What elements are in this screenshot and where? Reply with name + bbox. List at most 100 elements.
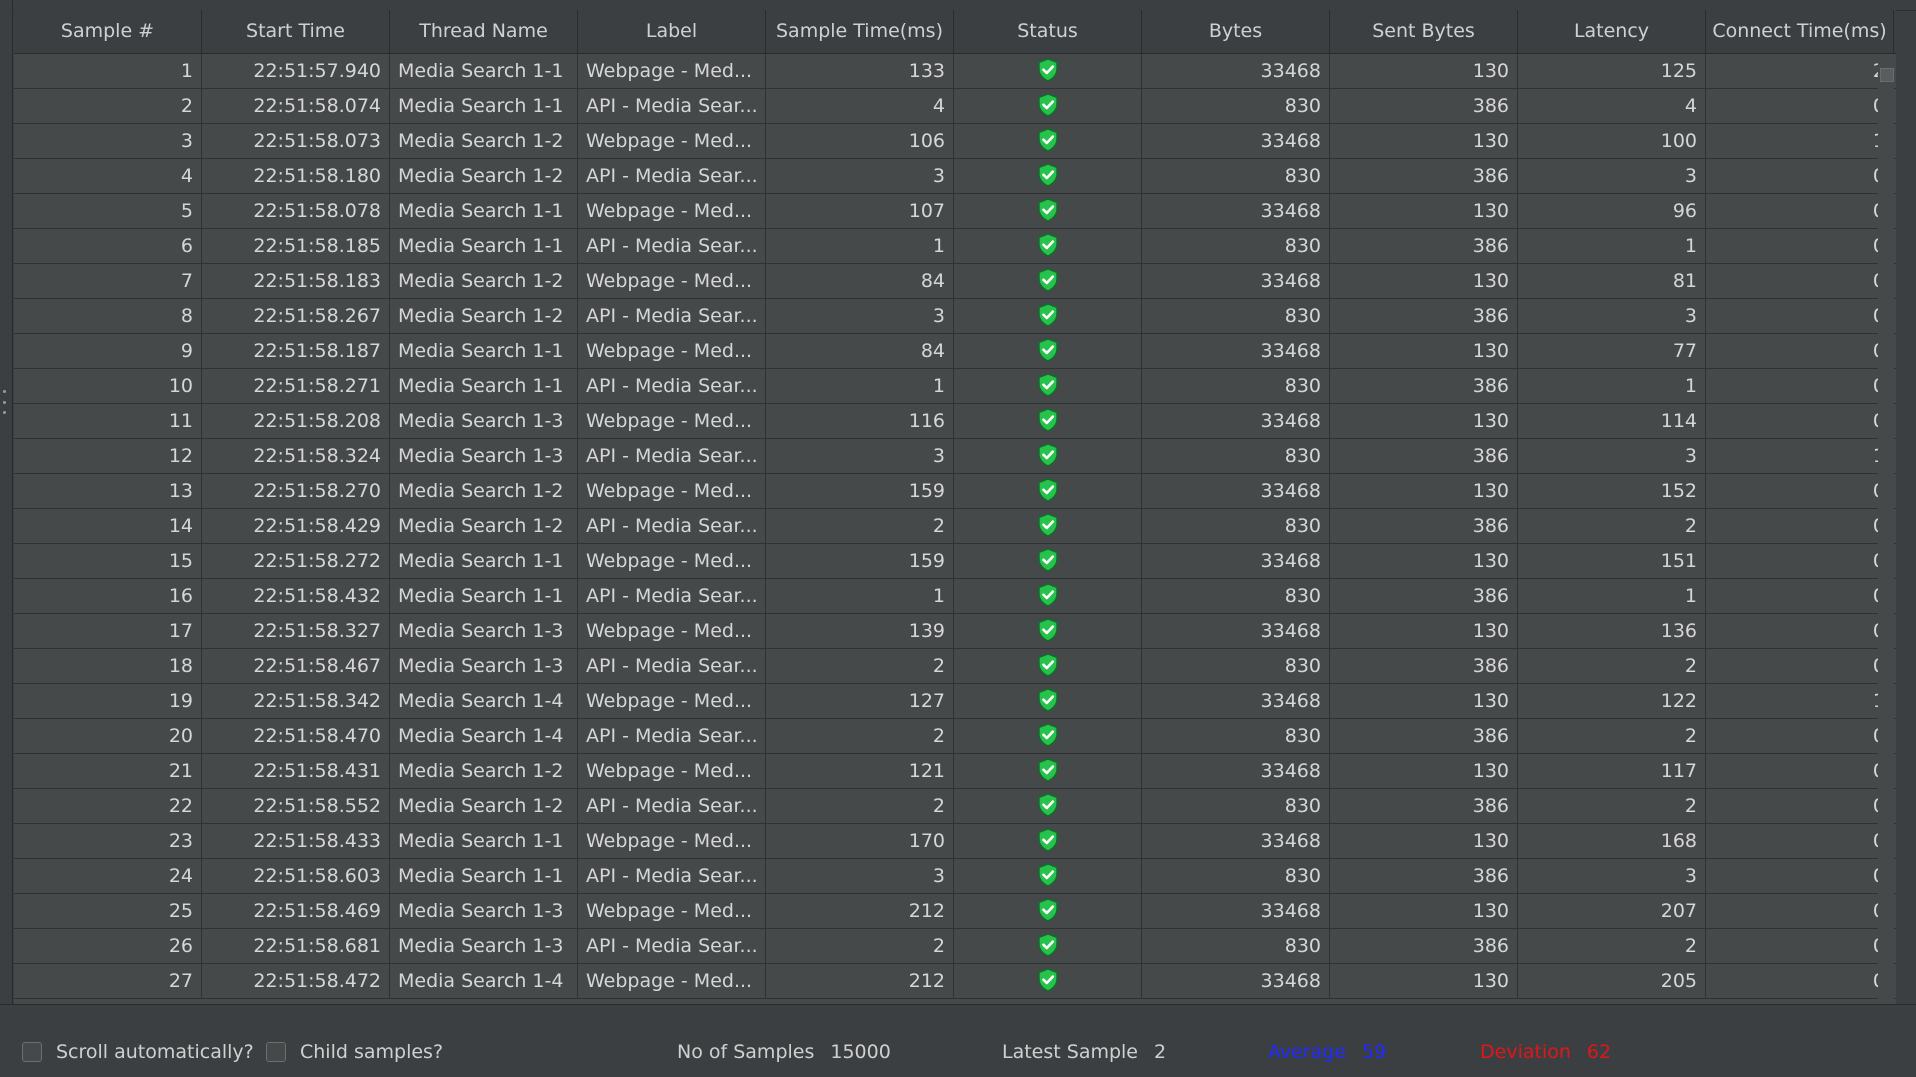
cell-sent: 130 [1330,824,1518,859]
table-row[interactable]: 25 22:51:58.469 Media Search 1-3 Webpage - … [14,894,1896,929]
cell-start: 22:51:58.470 [202,719,390,754]
cell-start: 22:51:57.940 [202,54,390,89]
cell-start: 22:51:58.433 [202,824,390,859]
cell-start: 22:51:58.681 [202,929,390,964]
column-header-thread[interactable]: Thread Name [390,10,578,53]
table-row[interactable]: 18 22:51:58.467 Media Search 1-3 API - Medi… [14,649,1896,684]
splitter-grip-icon[interactable] [1,390,7,414]
cell-thread: Media Search 1-3 [390,439,578,474]
cell-sampleTime: 2 [766,509,954,544]
table-row[interactable]: 3 22:51:58.073 Media Search 1-2 Webpage - M… [14,124,1896,159]
column-header-bytes[interactable]: Bytes [1142,10,1330,53]
table-row[interactable]: 27 22:51:58.472 Media Search 1-4 Webpage - … [14,964,1896,999]
left-splitter[interactable] [0,0,13,1076]
green-shield-check-icon [1037,407,1058,432]
table-row[interactable]: 13 22:51:58.270 Media Search 1-2 Webpage - … [14,474,1896,509]
table-row[interactable]: 5 22:51:58.078 Media Search 1-1 Webpage - M… [14,194,1896,229]
cell-label: API - Media Sear... [578,789,766,824]
cell-sample: 20 [14,719,202,754]
cell-sampleTime: 1 [766,369,954,404]
column-header-start[interactable]: Start Time [202,10,390,53]
child-samples-checkbox[interactable] [266,1042,286,1062]
table-row[interactable]: 11 22:51:58.208 Media Search 1-3 Webpage - … [14,404,1896,439]
table-row[interactable]: 10 22:51:58.271 Media Search 1-1 API - Medi… [14,369,1896,404]
green-shield-check-icon [1037,897,1058,922]
cell-thread: Media Search 1-2 [390,299,578,334]
table-row[interactable]: 12 22:51:58.324 Media Search 1-3 API - Medi… [14,439,1896,474]
cell-status [954,194,1142,229]
cell-connect: 0 [1706,299,1894,334]
scroll-automatically-option[interactable]: Scroll automatically? [22,1039,254,1065]
cell-start: 22:51:58.431 [202,754,390,789]
cell-sent: 386 [1330,719,1518,754]
cell-bytes: 830 [1142,579,1330,614]
cell-thread: Media Search 1-1 [390,824,578,859]
table-row[interactable]: 22 22:51:58.552 Media Search 1-2 API - Medi… [14,789,1896,824]
scroll-automatically-checkbox[interactable] [22,1042,42,1062]
cell-bytes: 33468 [1142,194,1330,229]
column-header-latency[interactable]: Latency [1518,10,1706,53]
cell-sent: 130 [1330,754,1518,789]
table-row[interactable]: 21 22:51:58.431 Media Search 1-2 Webpage - … [14,754,1896,789]
cell-label: API - Media Sear... [578,509,766,544]
cell-label: Webpage - Med... [578,824,766,859]
table-row[interactable]: 9 22:51:58.187 Media Search 1-1 Webpage - M… [14,334,1896,369]
column-header-sample[interactable]: Sample # [14,10,202,53]
table-row[interactable]: 1 22:51:57.940 Media Search 1-1 Webpage - M… [14,54,1896,89]
cell-sample: 10 [14,369,202,404]
column-header-status[interactable]: Status [954,10,1142,53]
cell-sample: 11 [14,404,202,439]
table-row[interactable]: 16 22:51:58.432 Media Search 1-1 API - Medi… [14,579,1896,614]
cell-sampleTime: 2 [766,719,954,754]
table-row[interactable]: 17 22:51:58.327 Media Search 1-3 Webpage - … [14,614,1896,649]
table-row[interactable]: 14 22:51:58.429 Media Search 1-2 API - Medi… [14,509,1896,544]
table-row[interactable]: 7 22:51:58.183 Media Search 1-2 Webpage - M… [14,264,1896,299]
table-row[interactable]: 8 22:51:58.267 Media Search 1-2 API - Media… [14,299,1896,334]
cell-latency: 1 [1518,229,1706,264]
cell-bytes: 33468 [1142,894,1330,929]
column-header-sent[interactable]: Sent Bytes [1330,10,1518,53]
green-shield-check-icon [1037,197,1058,222]
table-row[interactable]: 23 22:51:58.433 Media Search 1-1 Webpage - … [14,824,1896,859]
cell-sample: 19 [14,684,202,719]
green-shield-check-icon [1037,722,1058,747]
child-samples-option[interactable]: Child samples? [266,1039,443,1065]
column-header-connect[interactable]: Connect Time(ms) [1706,10,1894,53]
table-row[interactable]: 26 22:51:58.681 Media Search 1-3 API - Medi… [14,929,1896,964]
cell-status [954,894,1142,929]
table-row[interactable]: 6 22:51:58.185 Media Search 1-1 API - Media… [14,229,1896,264]
cell-label: Webpage - Med... [578,474,766,509]
scroll-thumb[interactable] [1880,68,1894,82]
cell-thread: Media Search 1-3 [390,894,578,929]
cell-bytes: 830 [1142,369,1330,404]
green-shield-check-icon [1037,617,1058,642]
cell-label: Webpage - Med... [578,334,766,369]
cell-connect: 0 [1706,229,1894,264]
table-row[interactable]: 4 22:51:58.180 Media Search 1-2 API - Media… [14,159,1896,194]
cell-bytes: 830 [1142,439,1330,474]
table-row[interactable]: 2 22:51:58.074 Media Search 1-1 API - Media… [14,89,1896,124]
average-label: Average [1268,1041,1347,1063]
cell-sampleTime: 159 [766,474,954,509]
cell-status [954,439,1142,474]
cell-bytes: 33468 [1142,754,1330,789]
column-header-label[interactable]: Label [578,10,766,53]
cell-latency: 2 [1518,789,1706,824]
cell-latency: 81 [1518,264,1706,299]
cell-latency: 122 [1518,684,1706,719]
table-row[interactable]: 24 22:51:58.603 Media Search 1-1 API - Medi… [14,859,1896,894]
cell-bytes: 33468 [1142,124,1330,159]
cell-start: 22:51:58.187 [202,334,390,369]
cell-sampleTime: 3 [766,439,954,474]
column-header-sampleTime[interactable]: Sample Time(ms) [766,10,954,53]
cell-thread: Media Search 1-1 [390,544,578,579]
table-row[interactable]: 19 22:51:58.342 Media Search 1-4 Webpage - … [14,684,1896,719]
table-row[interactable]: 20 22:51:58.470 Media Search 1-4 API - Medi… [14,719,1896,754]
vertical-scrollbar[interactable] [1878,54,1894,1004]
cell-label: Webpage - Med... [578,544,766,579]
deviation-value: 62 [1586,1041,1612,1063]
cell-thread: Media Search 1-3 [390,614,578,649]
green-shield-check-icon [1037,512,1058,537]
table-row[interactable]: 15 22:51:58.272 Media Search 1-1 Webpage - … [14,544,1896,579]
cell-thread: Media Search 1-1 [390,89,578,124]
